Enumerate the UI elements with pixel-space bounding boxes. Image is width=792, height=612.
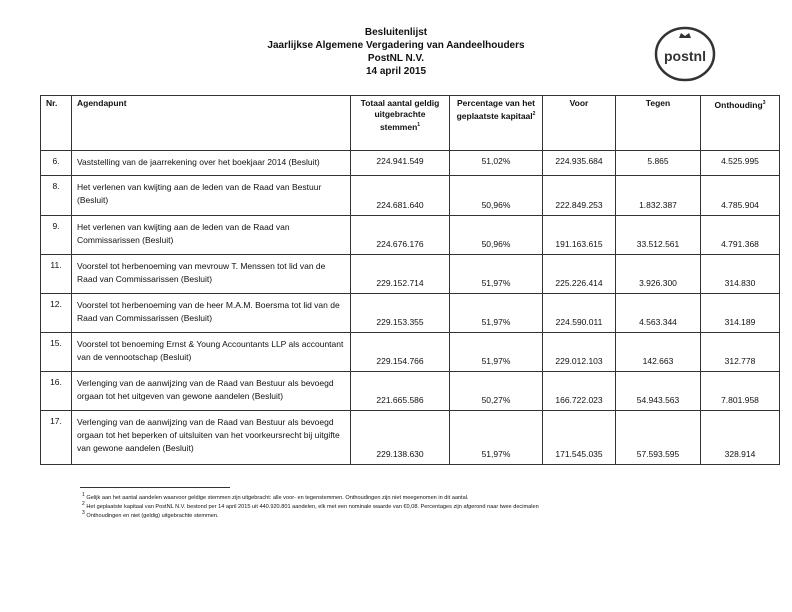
cell-percentage: 51,97% — [449, 254, 543, 294]
cell-totaal: 221.665.586 — [350, 371, 450, 411]
row-number: 6. — [40, 150, 72, 176]
cell-onthouding: 7.801.958 — [700, 371, 780, 411]
svg-text:postnl: postnl — [664, 48, 706, 64]
table-row: 6. Vaststelling van de jaarrekening over … — [40, 150, 780, 176]
row-number: 16. — [40, 371, 72, 411]
cell-totaal: 224.941.549 — [350, 150, 450, 176]
row-number: 17. — [40, 410, 72, 465]
agenda-item: Verlenging van de aanwijzing van de Raad… — [71, 410, 351, 465]
cell-voor: 222.849.253 — [542, 175, 616, 216]
table-row: 9. Het verlenen van kwijting aan de leden… — [40, 215, 780, 255]
footnote-2: 2 Het geplaatste kapitaal van PostNL N.V… — [82, 501, 539, 510]
cell-tegen: 54.943.563 — [615, 371, 701, 411]
cell-onthouding: 4.791.368 — [700, 215, 780, 255]
cell-onthouding: 4.785.904 — [700, 175, 780, 216]
cell-totaal: 224.681.640 — [350, 175, 450, 216]
title-line: PostNL N.V. — [367, 53, 425, 64]
cell-voor: 171.545.035 — [542, 410, 616, 465]
cell-totaal: 229.154.766 — [350, 332, 450, 372]
agenda-item: Voorstel tot herbenoeming van de heer M.… — [71, 293, 351, 333]
cell-tegen: 33.512.561 — [615, 215, 701, 255]
agenda-item: Het verlenen van kwijting aan de leden v… — [71, 175, 351, 216]
cell-tegen: 1.832.387 — [615, 175, 701, 216]
title-line: Besluitenlijst — [364, 27, 428, 38]
table-row: 15. Voorstel tot benoeming Ernst & Young … — [40, 332, 780, 372]
cell-voor: 224.935.684 — [542, 150, 616, 176]
cell-voor: 191.163.615 — [542, 215, 616, 255]
col-totaal: Totaal aantal geldig uitgebrachte stemme… — [350, 95, 450, 151]
col-agendapunt: Agendapunt — [71, 95, 351, 151]
title-date: 14 april 2015 — [365, 66, 427, 77]
cell-onthouding: 314.189 — [700, 293, 780, 333]
col-tegen: Tegen — [615, 95, 701, 151]
row-number: 9. — [40, 215, 72, 255]
cell-percentage: 50,96% — [449, 215, 543, 255]
table-row: 17. Verlenging van de aanwijzing van de R… — [40, 410, 780, 465]
crown-icon — [679, 33, 691, 38]
cell-percentage: 50,96% — [449, 175, 543, 216]
row-number: 8. — [40, 175, 72, 216]
agenda-item: Vaststelling van de jaarrekening over he… — [71, 150, 351, 176]
footnote-divider — [80, 487, 230, 488]
agenda-item: Voorstel tot benoeming Ernst & Young Acc… — [71, 332, 351, 372]
cell-tegen: 4.563.344 — [615, 293, 701, 333]
table-row: 11. Voorstel tot herbenoeming van mevrouw… — [40, 254, 780, 294]
cell-tegen: 5.865 — [615, 150, 701, 176]
cell-onthouding: 312.778 — [700, 332, 780, 372]
col-percentage: Percentage van het geplaatste kapitaal2 — [449, 95, 543, 151]
cell-onthouding: 4.525.995 — [700, 150, 780, 176]
cell-voor: 166.722.023 — [542, 371, 616, 411]
footnote-1: 1 Gelijk aan het aantal aandelen waarvoo… — [82, 492, 469, 501]
agenda-item: Het verlenen van kwijting aan de leden v… — [71, 215, 351, 255]
col-nr: Nr. — [40, 95, 72, 151]
table-row: 8. Het verlenen van kwijting aan de leden… — [40, 175, 780, 216]
results-table: Nr. Agendapunt Totaal aantal geldig uitg… — [40, 95, 780, 465]
col-onthouding: Onthouding3 — [700, 95, 780, 151]
cell-percentage: 50,27% — [449, 371, 543, 411]
footnote-3: 3 Onthoudingen en niet (geldig) uitgebra… — [82, 510, 219, 519]
table-row: 12. Voorstel tot herbenoeming van de heer… — [40, 293, 780, 333]
postnl-logo: postnl — [654, 26, 716, 82]
cell-percentage: 51,02% — [449, 150, 543, 176]
cell-percentage: 51,97% — [449, 332, 543, 372]
col-voor: Voor — [542, 95, 616, 151]
table-header-row: Nr. Agendapunt Totaal aantal geldig uitg… — [40, 95, 780, 151]
cell-onthouding: 314.830 — [700, 254, 780, 294]
agenda-item: Verlenging van de aanwijzing van de Raad… — [71, 371, 351, 411]
cell-voor: 225.226.414 — [542, 254, 616, 294]
cell-tegen: 57.593.595 — [615, 410, 701, 465]
row-number: 11. — [40, 254, 72, 294]
cell-percentage: 51,97% — [449, 293, 543, 333]
agenda-item: Voorstel tot herbenoeming van mevrouw T.… — [71, 254, 351, 294]
document-title: Besluitenlijst Jaarlijkse Algemene Verga… — [200, 26, 592, 78]
cell-totaal: 229.138.630 — [350, 410, 450, 465]
cell-percentage: 51,97% — [449, 410, 543, 465]
cell-totaal: 229.152.714 — [350, 254, 450, 294]
cell-tegen: 3.926.300 — [615, 254, 701, 294]
cell-totaal: 224.676.176 — [350, 215, 450, 255]
cell-voor: 224.590.011 — [542, 293, 616, 333]
cell-tegen: 142.663 — [615, 332, 701, 372]
cell-onthouding: 328.914 — [700, 410, 780, 465]
table-row: 16. Verlenging van de aanwijzing van de R… — [40, 371, 780, 411]
cell-totaal: 229.153.355 — [350, 293, 450, 333]
row-number: 12. — [40, 293, 72, 333]
cell-voor: 229.012.103 — [542, 332, 616, 372]
row-number: 15. — [40, 332, 72, 372]
title-line: Jaarlijkse Algemene Vergadering van Aand… — [267, 40, 525, 51]
